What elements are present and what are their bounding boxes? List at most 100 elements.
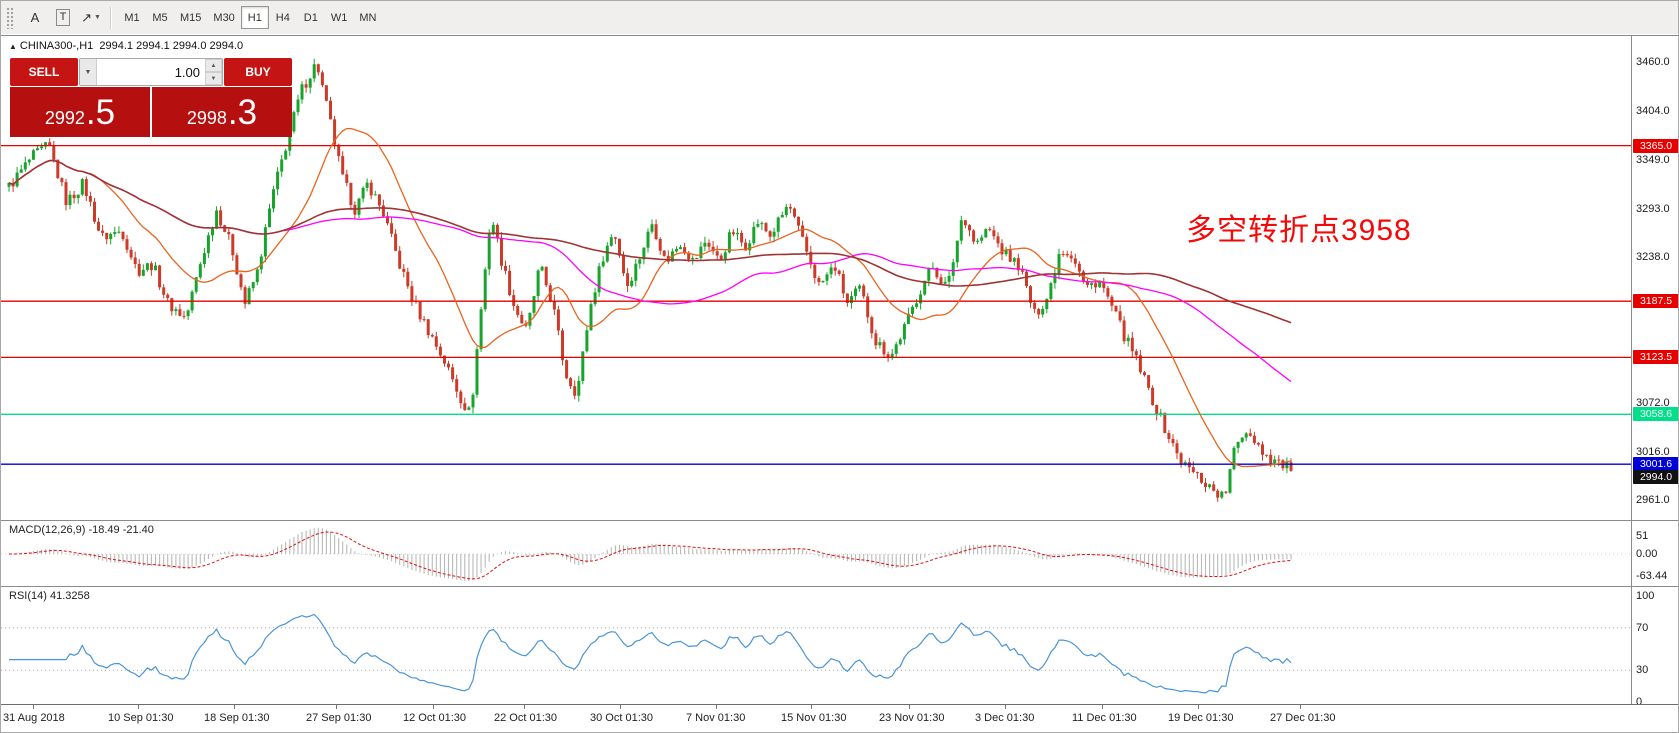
font-tool-button[interactable]: A bbox=[22, 6, 48, 30]
time-axis-label: 12 Oct 01:30 bbox=[403, 712, 466, 724]
timeframe-m30-button[interactable]: M30 bbox=[213, 11, 235, 24]
price-tick-label: 2961.0 bbox=[1636, 493, 1670, 506]
macd-tick-label: 51 bbox=[1636, 530, 1649, 543]
macd-tick-label: -63.44 bbox=[1636, 569, 1668, 582]
rsi-panel-separator bbox=[1, 586, 1678, 587]
timeframe-m5-button[interactable]: M5 bbox=[152, 11, 168, 24]
time-axis-tick bbox=[1005, 705, 1006, 709]
price-chart-canvas[interactable] bbox=[1, 36, 1631, 520]
time-axis-label: 27 Sep 01:30 bbox=[306, 712, 372, 724]
sell-price-big-digit: .5 bbox=[85, 93, 116, 132]
time-axis-tick bbox=[1198, 705, 1199, 709]
toolbar-tools: A T ↗ ▼ bbox=[22, 6, 104, 30]
text-label-tool-button[interactable]: T bbox=[50, 6, 76, 30]
chart-title-text: CHINA300-,H1 2994.1 2994.1 2994.0 2994.0 bbox=[19, 40, 244, 52]
price-tick-label: 3072.0 bbox=[1636, 396, 1670, 409]
time-axis-label: 10 Sep 01:30 bbox=[108, 712, 174, 724]
timeframe-h4-button[interactable]: H4 bbox=[275, 11, 290, 24]
level-price-badge: 3123.5 bbox=[1633, 350, 1678, 365]
timeframe-mn-button[interactable]: MN bbox=[359, 11, 377, 24]
time-axis-tick bbox=[1102, 705, 1103, 709]
timeframe-m15-button[interactable]: M15 bbox=[180, 11, 202, 24]
time-axis-label: 23 Nov 01:30 bbox=[879, 712, 945, 724]
current-price-badge: 2994.0 bbox=[1633, 470, 1678, 485]
level-price-badge: 3187.5 bbox=[1633, 294, 1678, 309]
one-click-trade-panel: SELL ▼ 1.00 ▲ ▼ BUY 2992.5 2998.3 bbox=[10, 58, 292, 137]
price-tick-label: 3349.0 bbox=[1636, 153, 1670, 166]
macd-panel-separator bbox=[1, 520, 1678, 521]
time-axis[interactable]: 31 Aug 2018 10 Sep 01:30 18 Sep 01:30 27 Se… bbox=[1, 705, 1678, 732]
toolbar-separator bbox=[110, 6, 112, 29]
volume-dropdown-button[interactable]: ▼ bbox=[80, 59, 97, 85]
price-tick-label: 3238.0 bbox=[1636, 251, 1670, 263]
collapse-triangle-icon: ▲ bbox=[9, 42, 17, 51]
rsi-canvas[interactable] bbox=[1, 587, 1631, 704]
time-axis-tick bbox=[811, 705, 812, 709]
draw-arrow-tool-icon: ↗ bbox=[81, 9, 92, 25]
level-price-badge: 3001.6 bbox=[1633, 457, 1678, 472]
rsi-tick-label: 100 bbox=[1636, 590, 1655, 602]
time-axis-tick bbox=[33, 705, 34, 709]
time-axis-label: 3 Dec 01:30 bbox=[975, 712, 1035, 724]
price-axis-separator bbox=[1631, 35, 1632, 704]
sell-button[interactable]: SELL bbox=[10, 58, 78, 86]
price-tick-label: 3293.0 bbox=[1636, 202, 1670, 215]
time-axis-tick bbox=[716, 705, 717, 709]
time-axis-label: 22 Oct 01:30 bbox=[494, 712, 557, 724]
time-axis-tick bbox=[433, 705, 434, 709]
chart-annotation-text: 多空转折点3958 bbox=[1186, 214, 1412, 247]
rsi-panel: RSI(14) 41.3258 bbox=[1, 587, 1631, 704]
time-axis-tick bbox=[524, 705, 525, 709]
sell-price-main: 2992 bbox=[44, 108, 85, 128]
timeframe-h1-button[interactable]: H1 bbox=[240, 6, 269, 29]
price-tick-label: 3460.0 bbox=[1636, 56, 1670, 69]
macd-panel: MACD(12,26,9) -18.49 -21.40 bbox=[1, 521, 1631, 586]
time-axis-tick bbox=[1300, 705, 1301, 709]
volume-up-button[interactable]: ▲ bbox=[205, 59, 222, 72]
toolbar: A T ↗ ▼ M1 M5 M15 M30 H1 H4 D1 W1 MN bbox=[1, 1, 1678, 34]
timeframe-d1-button[interactable]: D1 bbox=[303, 11, 318, 24]
time-axis-label: 11 Dec 01:30 bbox=[1072, 712, 1137, 724]
rsi-label: RSI(14) 41.3258 bbox=[9, 590, 90, 602]
buy-price-display[interactable]: 2998.3 bbox=[152, 87, 292, 137]
time-axis-tick bbox=[234, 705, 235, 709]
time-axis-tick bbox=[138, 705, 139, 709]
sell-price-display[interactable]: 2992.5 bbox=[10, 87, 150, 137]
draw-arrow-tool-button[interactable]: ↗ ▼ bbox=[78, 6, 104, 30]
text-label-tool-icon: T bbox=[55, 9, 71, 26]
volume-input[interactable]: 1.00 bbox=[174, 64, 200, 80]
time-axis-label: 15 Nov 01:30 bbox=[781, 712, 847, 724]
rsi-tick-label: 30 bbox=[1636, 664, 1649, 677]
rsi-tick-label: 70 bbox=[1636, 621, 1649, 634]
buy-button[interactable]: BUY bbox=[224, 58, 292, 86]
volume-control: ▼ 1.00 ▲ ▼ bbox=[79, 58, 223, 86]
time-axis-separator bbox=[1, 704, 1678, 705]
level-price-badge: 3365.0 bbox=[1633, 138, 1678, 153]
buy-price-main: 2998 bbox=[186, 108, 227, 128]
price-axis[interactable]: 3460.0 3404.0 3349.0 3293.0 3238.0 3072.0 3016… bbox=[1633, 35, 1678, 713]
time-axis-tick bbox=[909, 705, 910, 709]
volume-spinner: ▲ ▼ bbox=[205, 59, 222, 85]
timeframe-w1-button[interactable]: W1 bbox=[330, 11, 348, 24]
time-axis-label: 7 Nov 01:30 bbox=[686, 712, 746, 724]
time-axis-label: 31 Aug 2018 bbox=[3, 712, 65, 724]
timeframe-group: M1 M5 M15 M30 H1 H4 D1 W1 MN bbox=[118, 6, 382, 29]
time-axis-label: 18 Sep 01:30 bbox=[204, 712, 270, 724]
price-tick-label: 3016.0 bbox=[1636, 445, 1670, 458]
dropdown-caret-icon: ▼ bbox=[93, 14, 101, 21]
macd-label: MACD(12,26,9) -18.49 -21.40 bbox=[9, 524, 154, 536]
buy-price-big-digit: .3 bbox=[227, 93, 258, 132]
timeframe-m1-button[interactable]: M1 bbox=[124, 11, 140, 24]
chart-top-border bbox=[1, 35, 1678, 36]
rsi-tick-label: 0 bbox=[1636, 696, 1643, 708]
macd-tick-label: 0.00 bbox=[1636, 548, 1658, 560]
toolbar-drag-handle-icon[interactable] bbox=[6, 6, 15, 29]
time-axis-label: 30 Oct 01:30 bbox=[590, 712, 653, 724]
time-axis-label: 19 Dec 01:30 bbox=[1168, 712, 1234, 724]
font-tool-icon: A bbox=[30, 10, 40, 25]
chart-title: ▲ CHINA300-,H1 2994.1 2994.1 2994.0 2994.… bbox=[9, 40, 243, 52]
volume-down-button[interactable]: ▼ bbox=[205, 72, 222, 85]
macd-canvas[interactable] bbox=[1, 521, 1631, 586]
time-axis-label: 27 Dec 01:30 bbox=[1270, 712, 1336, 724]
